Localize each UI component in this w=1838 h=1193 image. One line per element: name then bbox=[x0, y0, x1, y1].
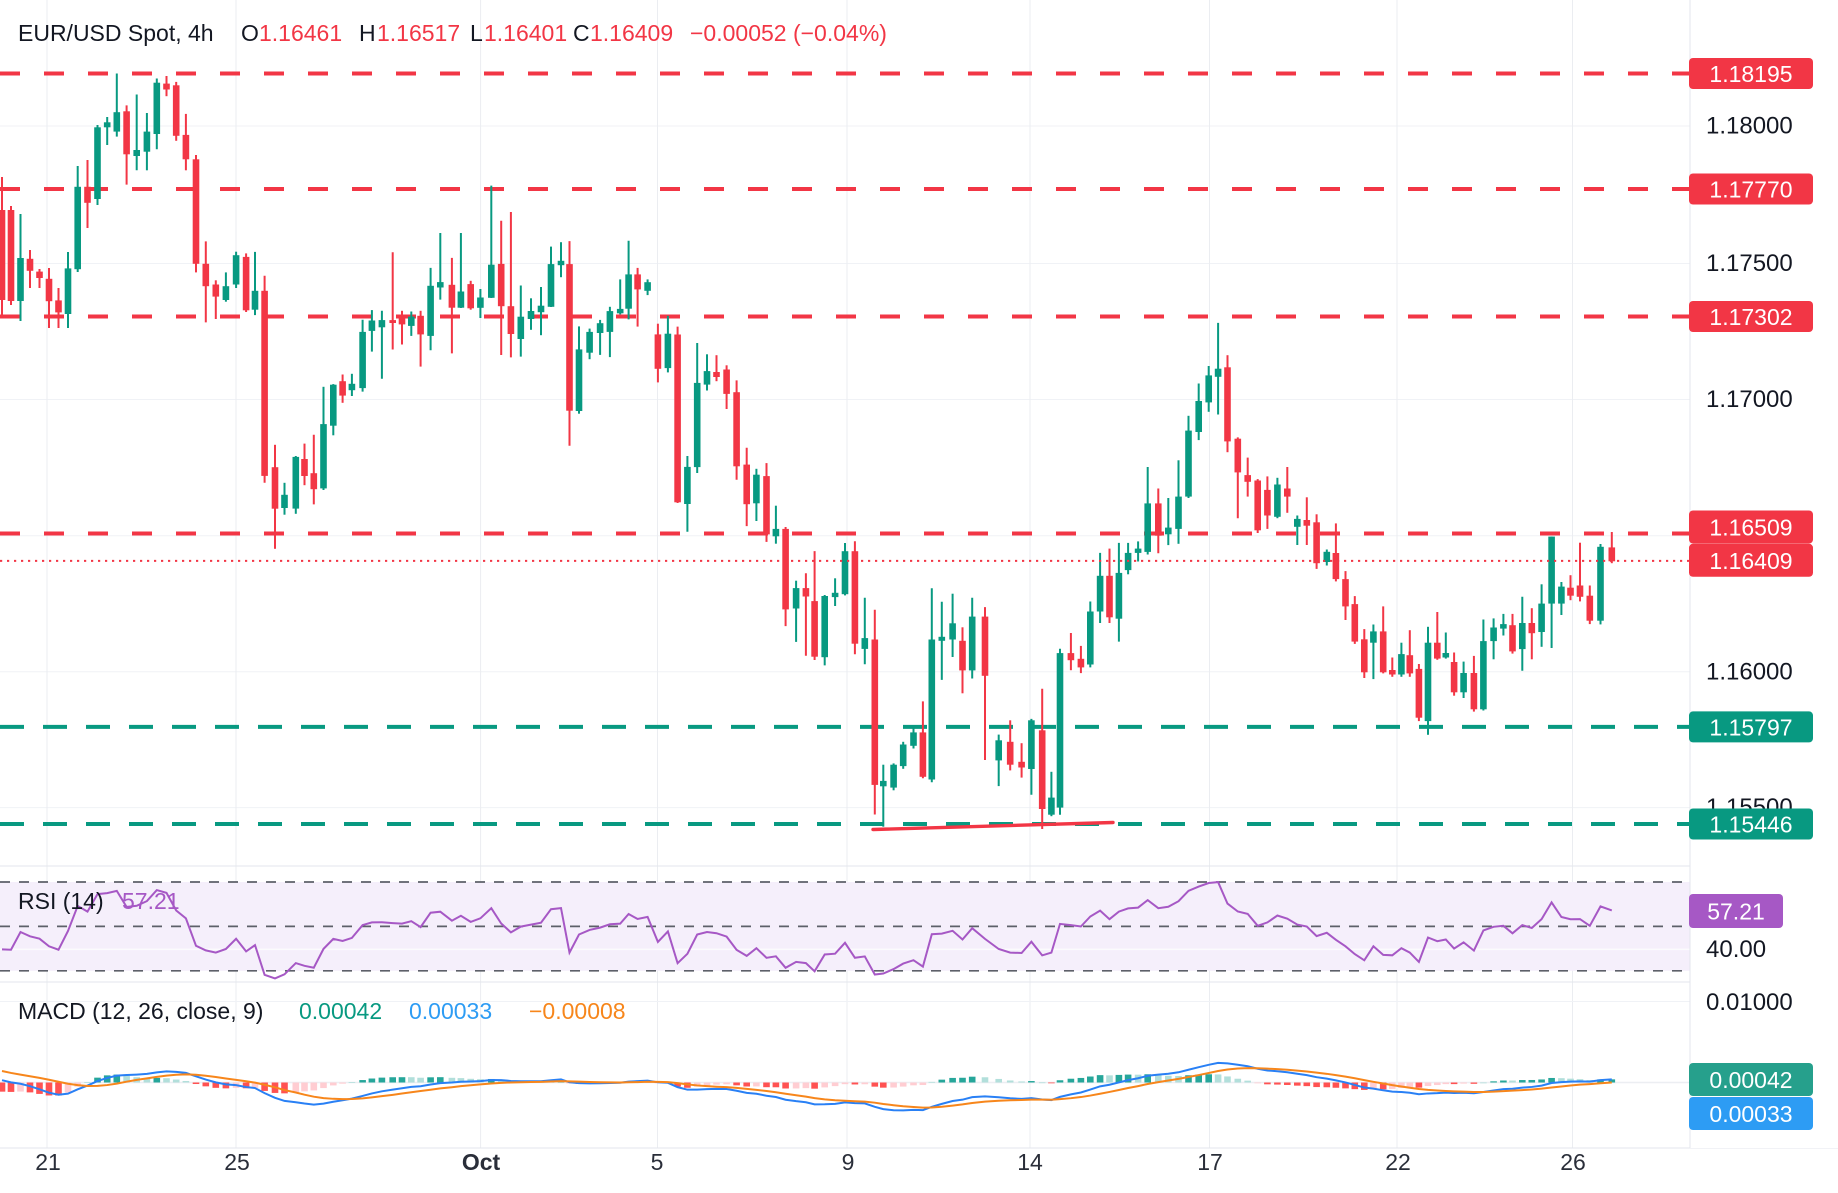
svg-text:L: L bbox=[470, 20, 483, 46]
svg-text:MACD (12, 26, close, 9): MACD (12, 26, close, 9) bbox=[18, 998, 263, 1024]
svg-text:17: 17 bbox=[1197, 1149, 1223, 1175]
svg-text:H: H bbox=[359, 20, 376, 46]
svg-text:−0.00008: −0.00008 bbox=[529, 998, 626, 1024]
svg-text:1.15446: 1.15446 bbox=[1709, 812, 1792, 838]
svg-text:0.00042: 0.00042 bbox=[299, 998, 382, 1024]
svg-text:1.16401: 1.16401 bbox=[484, 20, 567, 46]
svg-text:1.18195: 1.18195 bbox=[1709, 61, 1792, 87]
svg-text:0.01000: 0.01000 bbox=[1706, 989, 1793, 1016]
svg-text:0.00033: 0.00033 bbox=[1709, 1101, 1792, 1127]
svg-text:57.21: 57.21 bbox=[1707, 899, 1765, 925]
svg-text:1.17500: 1.17500 bbox=[1706, 250, 1793, 277]
svg-text:1.16409: 1.16409 bbox=[1709, 548, 1792, 574]
svg-text:1.16509: 1.16509 bbox=[1709, 515, 1792, 541]
svg-text:1.16000: 1.16000 bbox=[1706, 658, 1793, 685]
svg-text:1.17770: 1.17770 bbox=[1709, 177, 1792, 203]
svg-text:1.16461: 1.16461 bbox=[259, 20, 342, 46]
svg-text:9: 9 bbox=[842, 1149, 855, 1175]
svg-text:14: 14 bbox=[1017, 1149, 1043, 1175]
svg-text:RSI (14): RSI (14) bbox=[18, 888, 104, 914]
svg-text:1.17302: 1.17302 bbox=[1709, 304, 1792, 330]
svg-text:−0.00052 (−0.04%): −0.00052 (−0.04%) bbox=[690, 20, 887, 46]
svg-text:26: 26 bbox=[1560, 1149, 1586, 1175]
svg-text:Oct: Oct bbox=[462, 1149, 501, 1175]
svg-text:25: 25 bbox=[224, 1149, 250, 1175]
svg-text:1.16409: 1.16409 bbox=[590, 20, 673, 46]
svg-text:EUR/USD Spot, 4h: EUR/USD Spot, 4h bbox=[18, 20, 214, 46]
svg-text:5: 5 bbox=[651, 1149, 664, 1175]
svg-text:C: C bbox=[573, 20, 590, 46]
svg-text:22: 22 bbox=[1385, 1149, 1411, 1175]
svg-text:40.00: 40.00 bbox=[1706, 936, 1766, 963]
svg-text:0.00042: 0.00042 bbox=[1709, 1067, 1792, 1093]
svg-text:1.15797: 1.15797 bbox=[1709, 714, 1792, 740]
svg-text:0.00033: 0.00033 bbox=[409, 998, 492, 1024]
svg-text:O: O bbox=[241, 20, 259, 46]
svg-text:57.21: 57.21 bbox=[122, 888, 180, 914]
svg-text:1.16517: 1.16517 bbox=[377, 20, 460, 46]
svg-text:1.17000: 1.17000 bbox=[1706, 386, 1793, 413]
svg-text:1.18000: 1.18000 bbox=[1706, 113, 1793, 140]
svg-text:21: 21 bbox=[35, 1149, 61, 1175]
